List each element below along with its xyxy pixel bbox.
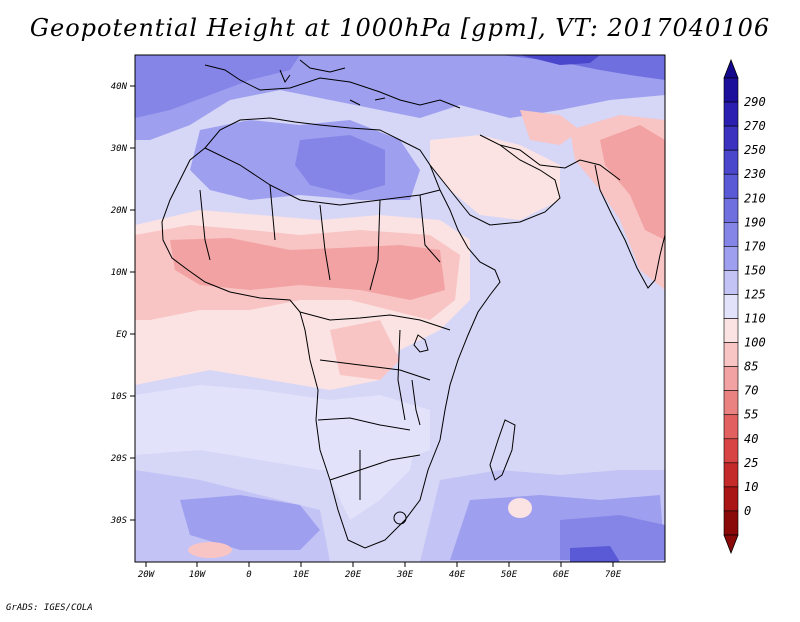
colorbar-label: 0 xyxy=(744,504,751,518)
colorbar-label: 170 xyxy=(744,239,766,253)
colorbar-swatch xyxy=(723,342,739,367)
lon-label: 10E xyxy=(293,570,310,580)
map-title: Geopotential Height at 1000hPa [gpm], VT… xyxy=(29,14,771,42)
colorbar-swatch xyxy=(723,318,739,343)
colorbar-swatch xyxy=(723,462,739,488)
colorbar-label: 210 xyxy=(744,191,766,205)
lon-label: 70E xyxy=(605,570,622,580)
map-frame xyxy=(134,54,666,563)
colorbar-label: 10 xyxy=(744,480,758,494)
colorbar-label: 55 xyxy=(744,408,758,422)
colorbar-label: 70 xyxy=(744,384,758,398)
lat-label: 20N xyxy=(111,206,128,216)
lon-label: 10W xyxy=(189,570,207,580)
colorbar-swatch xyxy=(723,101,739,127)
lat-label: 30S xyxy=(110,516,128,526)
colorbar-label: 40 xyxy=(744,432,758,446)
colorbar-swatch xyxy=(723,390,739,416)
longitude-axis: 20W 10W 0 10E 20E 30E 40E 50E 60E 70E xyxy=(138,562,622,580)
colorbar-label: 110 xyxy=(744,312,766,326)
colorbar-top-arrow xyxy=(723,58,739,79)
lat-label: 10S xyxy=(111,392,128,402)
colorbar-swatch xyxy=(723,486,739,512)
colorbar-swatch xyxy=(723,246,739,271)
lon-label: 30E xyxy=(396,570,414,580)
colorbar-swatch xyxy=(723,222,739,247)
colorbar-label: 150 xyxy=(744,263,766,277)
lat-label: 20S xyxy=(111,454,128,464)
lat-label: 30N xyxy=(110,144,128,154)
colorbar-swatch xyxy=(723,438,739,464)
colorbar-swatch xyxy=(723,294,739,319)
colorbar-swatch xyxy=(723,173,739,199)
height-field xyxy=(135,55,665,562)
latitude-axis: 40N 30N 20N 10N EQ 10S 20S 30S xyxy=(110,82,135,526)
lon-label: 0 xyxy=(246,570,251,580)
lon-label: 50E xyxy=(501,570,518,580)
colorbar-label: 250 xyxy=(744,143,766,157)
colorbar-swatch xyxy=(723,414,739,440)
lon-label: 20E xyxy=(345,570,362,580)
colorbar-swatch xyxy=(723,366,739,391)
lon-label: 40E xyxy=(449,570,466,580)
colorbar-swatch xyxy=(723,270,739,295)
colorbar-label: 290 xyxy=(744,95,766,109)
colorbar-swatch xyxy=(723,125,739,151)
colorbar-swatch xyxy=(723,149,739,175)
colorbar-label: 85 xyxy=(744,360,758,374)
lat-label: EQ xyxy=(116,330,127,340)
coastlines xyxy=(161,59,665,549)
colorbar-label: 125 xyxy=(744,287,766,301)
colorbar-label: 190 xyxy=(744,215,766,229)
colorbar-swatch xyxy=(723,197,739,223)
colorbar-label: 100 xyxy=(744,336,766,350)
colorbar-label: 270 xyxy=(744,119,766,133)
colorbar: 2902702502302101901701501251101008570554… xyxy=(723,58,766,555)
colorbar-label: 25 xyxy=(744,456,758,470)
colorbar-swatch xyxy=(723,510,739,536)
colorbar-bottom-arrow xyxy=(723,534,739,555)
credit-text: GrADS: IGES/COLA xyxy=(6,603,93,613)
lon-label: 20W xyxy=(138,570,156,580)
lon-label: 60E xyxy=(553,570,570,580)
lat-label: 40N xyxy=(111,82,128,92)
lat-label: 10N xyxy=(111,268,128,278)
colorbar-swatch xyxy=(723,77,739,103)
colorbar-label: 230 xyxy=(744,167,766,181)
